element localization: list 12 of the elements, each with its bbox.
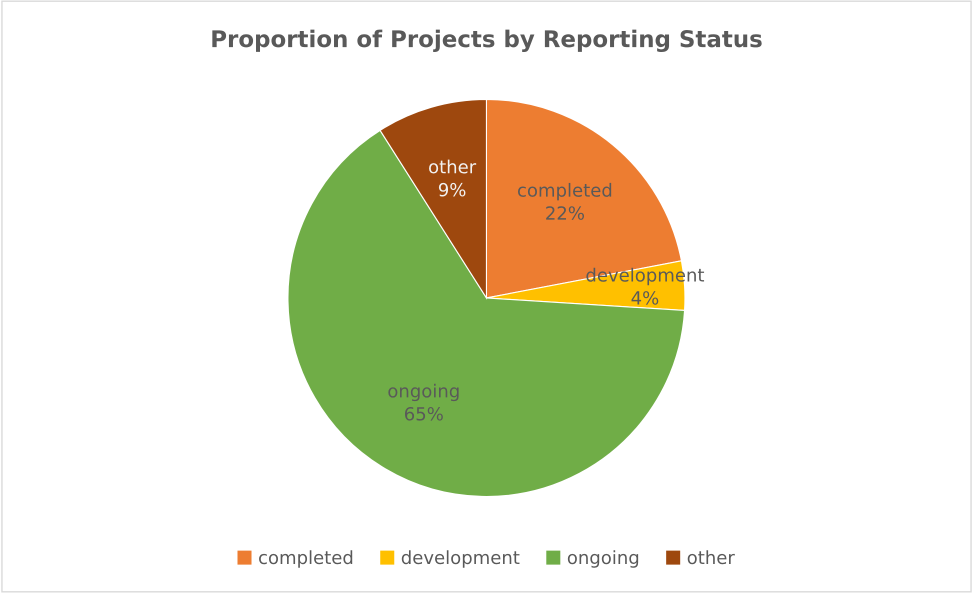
slice-label: ongoing <box>388 384 459 402</box>
data-label: 9% <box>438 182 466 197</box>
legend-label: ongoing <box>568 550 638 568</box>
data-label: 22% <box>546 206 584 220</box>
legend-label: development <box>402 550 520 568</box>
slice-label: completed <box>518 182 612 200</box>
data-label: 4% <box>632 291 658 305</box>
data-label: 65% <box>404 406 443 421</box>
slice-label: other <box>429 160 476 174</box>
legend-label: other <box>688 550 735 564</box>
legend-label: completed <box>259 550 352 568</box>
chart-title: Proportion of Projects by Reporting Status <box>212 30 762 52</box>
